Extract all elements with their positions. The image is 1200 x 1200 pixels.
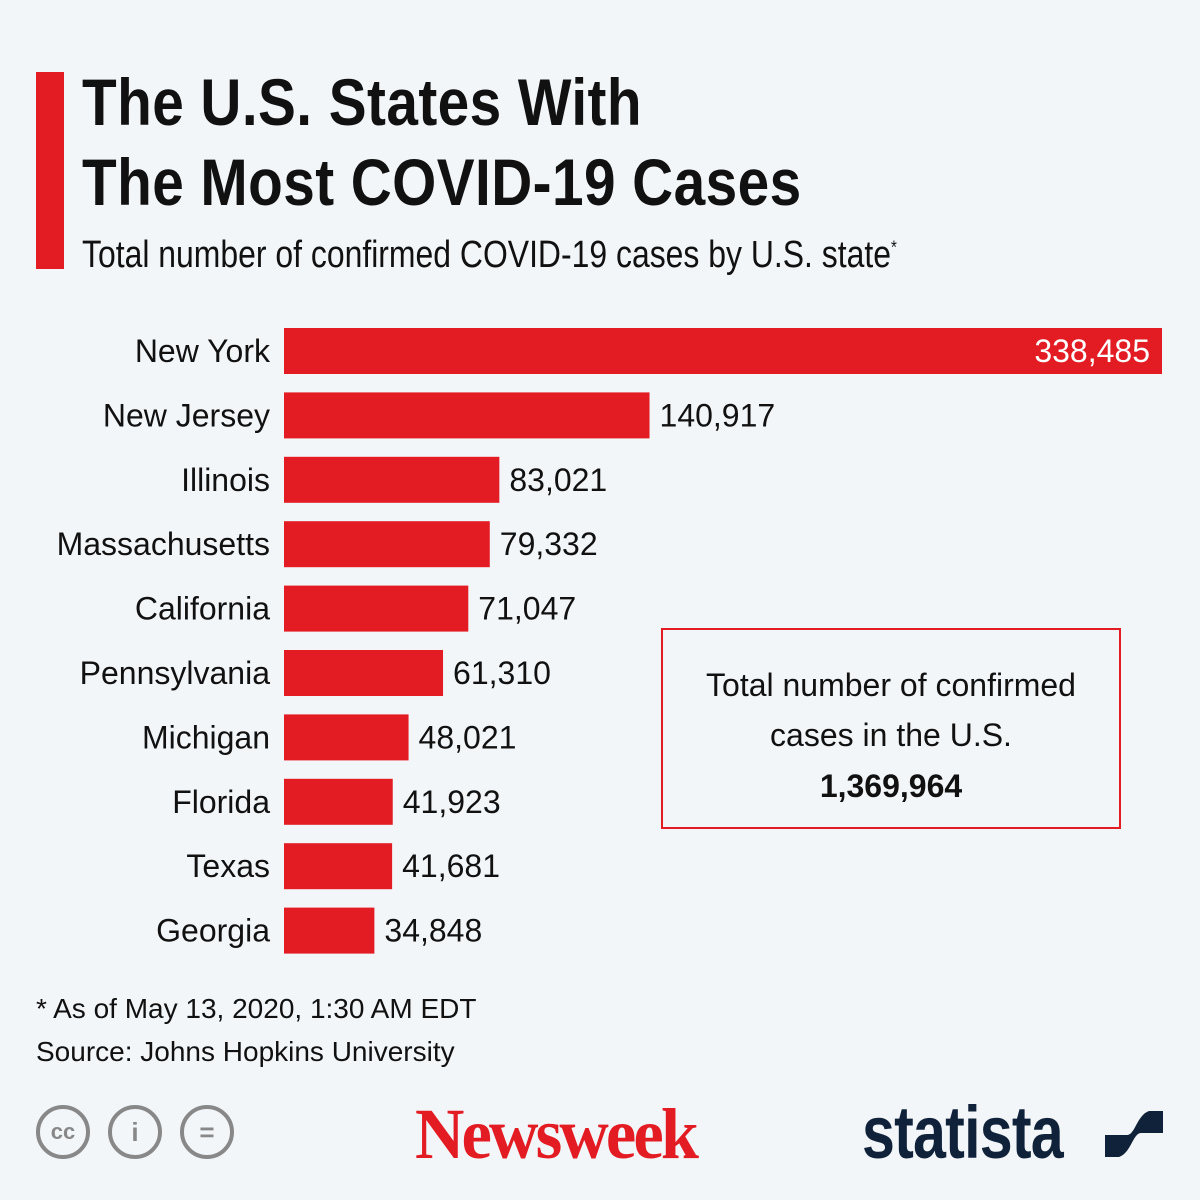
value-label: 34,848 — [384, 913, 482, 949]
no-derivatives-icon: = — [180, 1105, 234, 1159]
value-label: 140,917 — [660, 397, 776, 433]
bar-pennsylvania — [284, 650, 444, 696]
category-label: New Jersey — [103, 397, 270, 433]
statista-logo-mark — [1105, 1105, 1163, 1163]
value-label: 338,485 — [1034, 333, 1150, 369]
newsweek-logo: Newsweek — [415, 1094, 699, 1174]
category-label: Florida — [172, 784, 270, 820]
value-label: 48,021 — [419, 719, 517, 755]
subtitle-text: Total number of confirmed COVID-19 cases… — [82, 234, 891, 276]
category-label: Illinois — [181, 462, 270, 498]
category-label: Michigan — [142, 719, 270, 755]
value-label: 83,021 — [509, 462, 607, 498]
category-label: California — [135, 591, 270, 627]
category-label: Pennsylvania — [80, 655, 271, 691]
bar-michigan — [284, 714, 409, 761]
value-label: 41,681 — [402, 848, 500, 884]
title-line-2: The Most COVID-19 Cases — [82, 145, 802, 219]
category-label: Georgia — [156, 913, 270, 949]
chart-subtitle: Total number of confirmed COVID-19 cases… — [82, 234, 897, 277]
callout-line-2: cases in the U.S. — [770, 717, 1012, 753]
bar-new-jersey — [284, 392, 650, 439]
callout-line-1: Total number of confirmed — [706, 667, 1076, 703]
bar-chart: New York 338,485 New Jersey 140,917 Illinois… — [57, 328, 1162, 954]
value-label: 79,332 — [500, 526, 598, 562]
bar-texas — [284, 843, 393, 890]
value-label: 41,923 — [403, 784, 501, 820]
category-label: Texas — [186, 848, 270, 884]
footnote: * As of May 13, 2020, 1:30 AM EDT — [36, 993, 477, 1024]
value-label: 71,047 — [478, 591, 576, 627]
subtitle-footnote-mark: * — [890, 237, 897, 258]
category-label: New York — [135, 333, 271, 369]
bar-new-york — [284, 328, 1162, 374]
chart-title: The U.S. States With The Most COVID-19 C… — [82, 62, 802, 222]
bar-florida — [284, 778, 393, 825]
bar-massachusetts — [284, 521, 490, 568]
cc-icon: cc — [36, 1105, 90, 1159]
category-label: Massachusetts — [57, 526, 270, 562]
callout-value: 1,369,964 — [819, 768, 963, 804]
title-accent-bar — [36, 72, 64, 269]
title-line-1: The U.S. States With — [82, 65, 642, 139]
bar-illinois — [284, 456, 500, 503]
attribution-icon: i — [108, 1105, 162, 1159]
bar-california — [284, 585, 469, 632]
total-callout: Total number of confirmed cases in the U… — [661, 628, 1121, 829]
bar-georgia — [284, 907, 375, 954]
statista-logo: statista — [862, 1091, 1064, 1174]
source: Source: Johns Hopkins University — [36, 1036, 455, 1067]
value-label: 61,310 — [453, 655, 551, 691]
